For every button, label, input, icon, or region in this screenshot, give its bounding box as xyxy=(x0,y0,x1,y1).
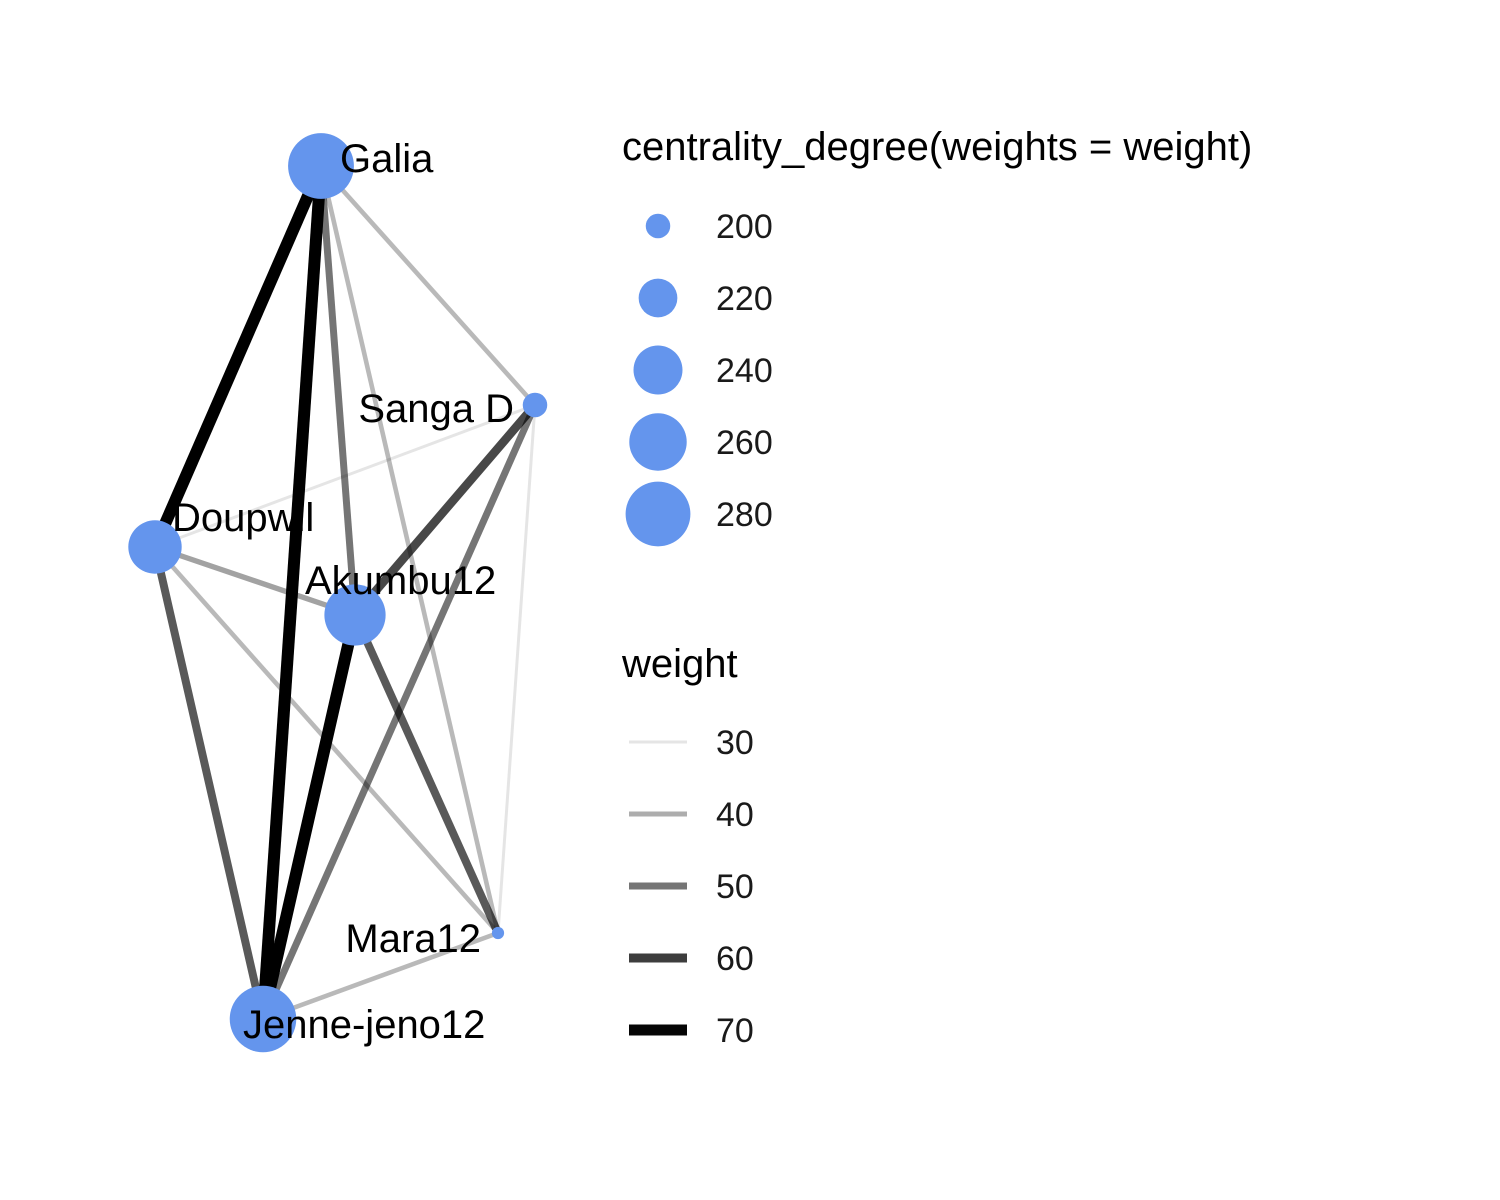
size-legend-key-240 xyxy=(633,345,683,395)
edge-sanga-d-akumbu12 xyxy=(351,402,539,618)
node-label-mara12: Mara12 xyxy=(345,917,481,961)
node-label-akumbu12: Akumbu12 xyxy=(305,559,496,603)
edge-doupwil-jenne-jeno12 xyxy=(151,546,267,1020)
size-legend-label-240: 240 xyxy=(716,352,773,390)
node-mara12 xyxy=(491,926,505,940)
size-legend-entries: 200 220 240 260 280 xyxy=(625,208,773,547)
node-akumbu12 xyxy=(324,584,386,646)
node-label-doupwil: Doupwil xyxy=(172,496,314,540)
weight-legend-label-50: 50 xyxy=(716,868,754,906)
node-doupwil xyxy=(128,520,182,574)
size-legend-key-220 xyxy=(638,278,678,318)
node-label-sanga-d: Sanga D xyxy=(358,387,514,431)
weight-legend-label-60: 60 xyxy=(716,940,754,978)
size-legend-label-280: 280 xyxy=(716,496,773,534)
edge-akumbu12-mara12 xyxy=(351,613,502,935)
node-label-jenne-jeno12: Jenne-jeno12 xyxy=(243,1003,485,1047)
edge-galia-doupwil xyxy=(149,163,327,550)
weight-legend-entries: 30 40 50 60 70 xyxy=(629,724,754,1050)
weight-legend-title: weight xyxy=(621,642,738,686)
edge-galia-jenne-jeno12 xyxy=(257,165,327,1020)
size-legend-label-260: 260 xyxy=(716,424,773,462)
edge-sanga-d-doupwil xyxy=(154,403,536,549)
weight-legend-label-30: 30 xyxy=(716,724,754,762)
edge-sanga-d-mara12 xyxy=(496,404,537,934)
node-labels-layer: Galia Sanga D Doupwil Akumbu12 Mara12 Jenne-j… xyxy=(172,137,514,1047)
edges-layer xyxy=(149,163,539,1022)
size-legend-label-220: 220 xyxy=(716,280,773,318)
edge-galia-akumbu12 xyxy=(317,165,359,616)
size-legend: centrality_degree(weights = weight) 2002… xyxy=(622,125,1252,547)
edge-galia-sanga-d xyxy=(319,164,537,407)
edge-doupwil-akumbu12 xyxy=(154,544,356,618)
node-sanga-d xyxy=(522,392,548,418)
nodes-layer xyxy=(128,133,548,1053)
edge-akumbu12-jenne-jeno12 xyxy=(257,613,361,1021)
size-legend-title: centrality_degree(weights = weight) xyxy=(622,125,1252,169)
node-label-galia: Galia xyxy=(340,137,434,181)
weight-legend-label-70: 70 xyxy=(716,1012,754,1050)
weight-legend-label-40: 40 xyxy=(716,796,754,834)
size-legend-key-200 xyxy=(645,213,671,239)
edge-mara12-jenne-jeno12 xyxy=(262,930,499,1022)
size-legend-key-260 xyxy=(629,413,687,471)
weight-legend: weight 30 40 50 60 70 xyxy=(621,642,754,1050)
node-jenne-jeno12 xyxy=(229,985,297,1053)
size-legend-label-200: 200 xyxy=(716,208,773,246)
node-galia xyxy=(288,133,354,199)
size-legend-key-280 xyxy=(625,481,691,547)
